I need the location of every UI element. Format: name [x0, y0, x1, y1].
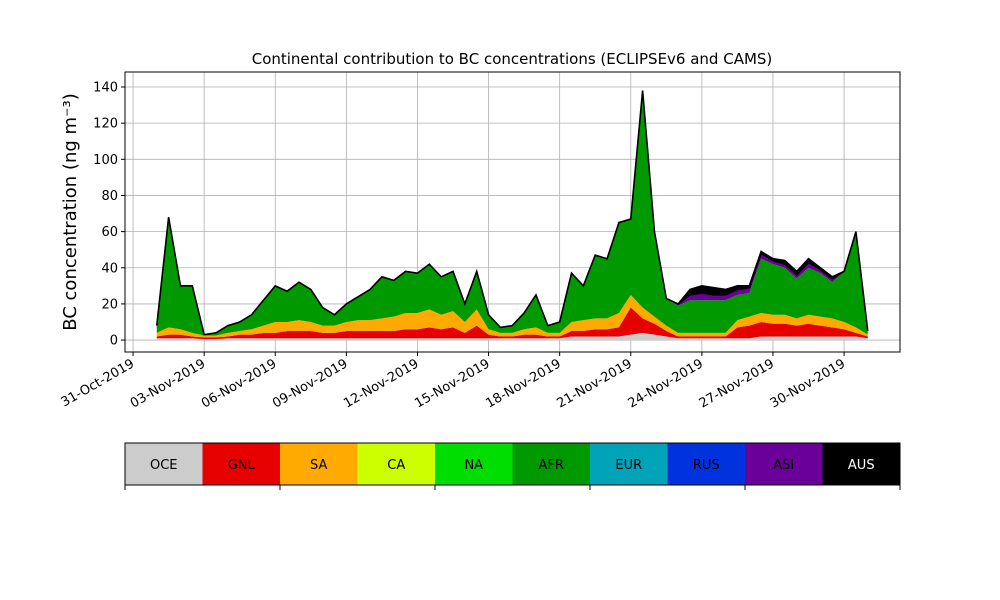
y-tick-label: 80 [101, 189, 118, 204]
legend-frame [124, 442, 901, 486]
chart-title: Continental contribution to BC concentra… [252, 50, 773, 68]
x-tick-label: 31-Oct-2019 [59, 356, 137, 410]
x-tick-label: 12-Nov-2019 [341, 356, 421, 411]
legend-label: ASI [773, 458, 794, 473]
area [156, 90, 868, 336]
x-tick-label: 30-Nov-2019 [768, 356, 848, 411]
y-tick-label: 60 [101, 225, 118, 240]
legend-label: RUS [693, 458, 720, 473]
plot-area [125, 72, 900, 352]
y-tick-label: 100 [93, 153, 118, 168]
legend-swatch [512, 443, 591, 485]
legend-swatch [125, 443, 203, 485]
legend-swatch [667, 443, 746, 485]
legend-swatch [745, 443, 823, 485]
x-tick-label: 24-Nov-2019 [626, 356, 706, 411]
x-tick-label: 03-Nov-2019 [128, 356, 208, 411]
x-tick-label: 15-Nov-2019 [412, 356, 492, 411]
legend-swatch [280, 443, 358, 485]
legend-label: OCE [150, 458, 178, 473]
y-tick-label: 0 [110, 334, 118, 349]
legend-label: SA [310, 458, 327, 473]
legend-label: AUS [848, 458, 875, 473]
legend-swatch [357, 443, 436, 485]
legend-label: GNL [228, 458, 256, 473]
legend-label: EUR [615, 458, 642, 473]
area [156, 307, 868, 340]
area [155, 90, 869, 336]
legend-swatch [590, 443, 668, 485]
legend-swatch [202, 443, 281, 485]
y-tick-label: 140 [93, 81, 118, 96]
x-tick-label: 06-Nov-2019 [199, 356, 279, 411]
legend-swatch [435, 443, 513, 485]
x-tick-label: 21-Nov-2019 [554, 356, 634, 411]
y-tick-label: 120 [93, 117, 118, 132]
area [156, 294, 868, 338]
legend-label: CA [387, 458, 405, 473]
x-tick-label: 09-Nov-2019 [270, 356, 350, 411]
legend-label: NA [464, 458, 483, 473]
y-axis-label: BC concentration (ng m⁻³) [60, 93, 81, 331]
legend-swatch [822, 443, 901, 485]
x-tick-label: 18-Nov-2019 [483, 356, 563, 411]
y-tick-label: 20 [101, 297, 118, 312]
legend-label: AFR [539, 458, 564, 473]
y-tick-label: 40 [101, 261, 118, 276]
colorbar-ticks [124, 485, 901, 490]
x-tick-label: 27-Nov-2019 [697, 356, 777, 411]
plot-frame [124, 71, 901, 353]
